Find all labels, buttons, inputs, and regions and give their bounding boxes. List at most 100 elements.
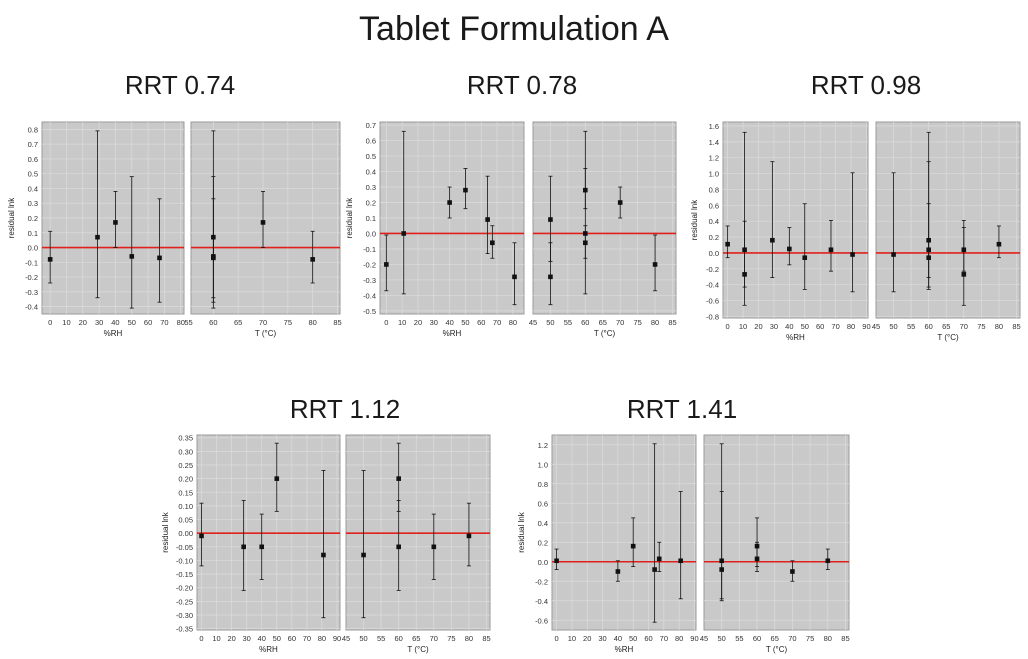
data-point — [891, 172, 896, 293]
y-tick-label: 0.8 — [709, 185, 719, 194]
x-tick-label: 20 — [79, 318, 87, 327]
data-point — [719, 491, 724, 602]
x-tick-label: 70 — [303, 634, 311, 643]
y-tick-label: -0.4 — [25, 303, 38, 312]
x-tick-label: 50 — [718, 634, 726, 643]
y-tick-label: 0.4 — [538, 519, 548, 528]
point-marker — [996, 241, 1002, 247]
x-tick-label: 30 — [95, 318, 103, 327]
y-axis-label: residual lnk — [7, 197, 16, 238]
data-point — [490, 225, 495, 259]
point-marker — [485, 217, 490, 222]
x-tick-label: 50 — [461, 318, 469, 327]
y-tick-label: -0.8 — [706, 312, 719, 321]
x-tick-label: 80 — [309, 318, 317, 327]
y-tick-label: 0.0 — [366, 229, 376, 238]
point-marker — [828, 247, 834, 253]
point-marker — [321, 552, 326, 558]
chart-title-rrt-0-74: RRT 0.74 — [124, 70, 236, 100]
point-marker — [361, 552, 366, 558]
data-point — [630, 517, 636, 568]
y-tick-label: 0.3 — [28, 199, 38, 208]
y-tick-label: 0.1 — [28, 229, 38, 238]
x-tick-label: 60 — [753, 634, 761, 643]
data-point — [554, 548, 559, 570]
data-point — [512, 242, 517, 306]
y-tick-label: 0.4 — [709, 217, 719, 226]
point-marker — [652, 262, 658, 267]
point-marker — [583, 240, 588, 246]
x-tick-label: 55 — [184, 318, 192, 327]
y-tick-label: 0.6 — [709, 201, 719, 210]
data-point — [384, 234, 389, 292]
x-axis-label: %RH — [786, 333, 805, 342]
x-tick-label: 80 — [675, 634, 683, 643]
point-marker — [770, 237, 775, 243]
y-tick-label: 1.0 — [709, 170, 719, 179]
x-tick-label: 70 — [788, 634, 796, 643]
point-marker — [825, 558, 831, 564]
y-tick-label: 0.1 — [366, 214, 376, 223]
y-tick-label: -0.1 — [25, 258, 38, 267]
data-point — [850, 172, 855, 293]
data-point — [129, 176, 135, 309]
x-tick-label: 45 — [529, 318, 537, 327]
point-marker — [512, 274, 517, 280]
point-marker — [241, 544, 246, 550]
point-marker — [656, 556, 662, 562]
x-tick-label: 85 — [1012, 322, 1020, 331]
point-marker — [113, 220, 118, 225]
data-point — [615, 560, 621, 582]
point-marker — [742, 272, 747, 277]
y-tick-label: -0.4 — [706, 281, 719, 290]
facet-1: 45 50 55 60 65 70 75 80 85 T (°C) — [529, 121, 677, 338]
x-tick-label: 70 — [259, 318, 267, 327]
point-marker — [310, 257, 315, 262]
y-tick-label: 0.5 — [366, 152, 376, 161]
x-tick-label: 70 — [493, 318, 501, 327]
data-point — [274, 442, 280, 512]
x-tick-label: 60 — [477, 318, 485, 327]
x-tick-label: 80 — [847, 322, 855, 331]
chart-0: residual lnk 0.8 0.7 0.6 0.5 0.4 0.3 0.2 0.1 0.0 -… — [7, 121, 342, 338]
x-tick-label: 70 — [960, 322, 968, 331]
x-tick-label: 40 — [614, 634, 622, 643]
x-axis-label: T (°C) — [766, 645, 788, 654]
data-point — [802, 203, 808, 290]
facet-0: 0 10 20 30 40 50 60 70 80 %RH — [379, 121, 525, 338]
point-marker — [961, 272, 967, 277]
y-tick-label: -0.25 — [176, 597, 193, 606]
y-tick-label: -0.6 — [706, 297, 719, 306]
x-tick-label: 45 — [872, 322, 880, 331]
x-tick-label: 10 — [212, 634, 220, 643]
x-tick-label: 0 — [555, 634, 559, 643]
x-tick-label: 50 — [546, 318, 554, 327]
point-marker — [787, 246, 792, 252]
y-tick-label: 0.4 — [366, 168, 376, 177]
data-point — [787, 227, 792, 266]
data-point — [431, 513, 437, 580]
y-tick-label: -0.05 — [176, 543, 193, 552]
data-point — [656, 541, 662, 572]
y-tick-label: 0.6 — [28, 155, 38, 164]
data-point — [259, 513, 265, 580]
y-tick-label: 0.8 — [28, 125, 38, 134]
chart-1: residual lnk 0.7 0.6 0.5 0.4 0.3 0.2 0.1 0.0 -0.1… — [345, 121, 677, 338]
facet-0: 0 10 20 30 40 50 60 70 80 90 %RH — [551, 434, 699, 654]
facet-1: 55 60 65 70 75 80 85 T (°C) — [184, 121, 342, 338]
point-marker — [431, 544, 437, 550]
data-point — [401, 130, 407, 295]
y-tick-label: 0.0 — [538, 558, 548, 567]
x-tick-label: 50 — [273, 634, 281, 643]
y-axis-label: residual lnk — [690, 199, 699, 240]
data-point — [113, 191, 118, 248]
y-tick-label: -0.10 — [176, 556, 193, 565]
data-point — [754, 541, 760, 572]
point-marker — [260, 220, 266, 225]
y-tick-label: 0.2 — [366, 199, 376, 208]
x-tick-label: 30 — [598, 634, 606, 643]
x-tick-label: 70 — [430, 634, 438, 643]
x-tick-label: 55 — [564, 318, 572, 327]
y-tick-label: -0.1 — [363, 245, 376, 254]
